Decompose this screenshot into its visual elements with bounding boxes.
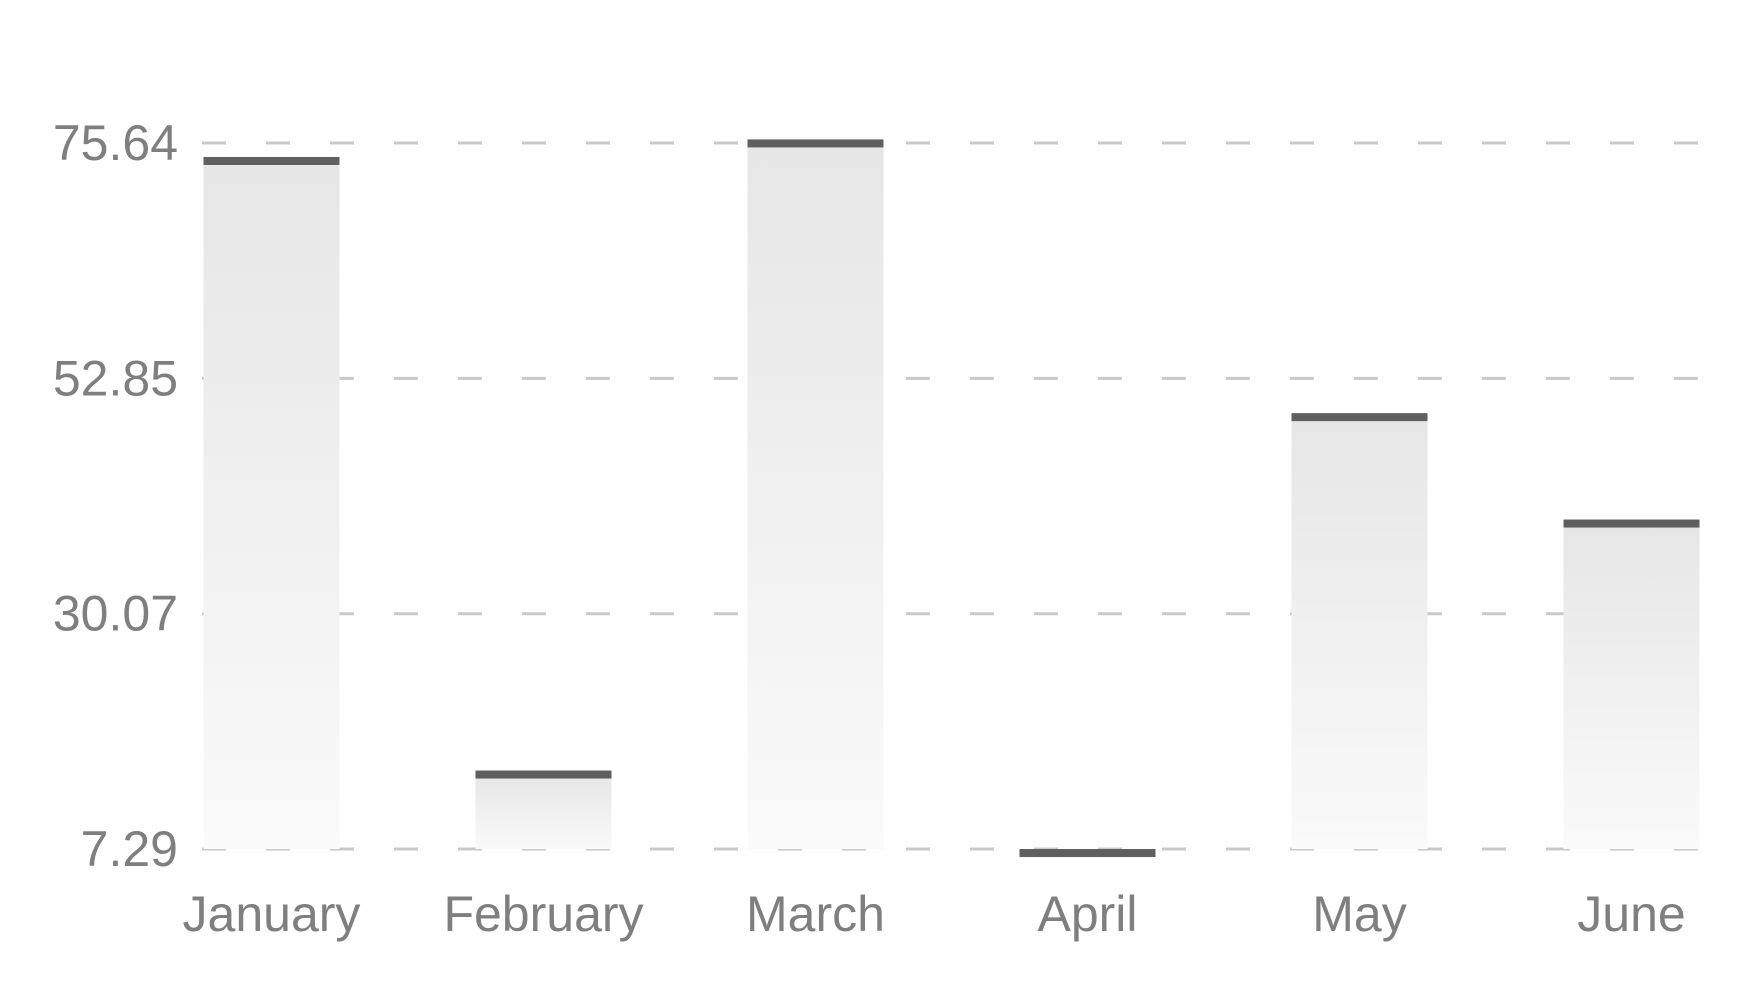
bar-cap xyxy=(475,770,612,779)
bars xyxy=(203,139,1700,858)
bar-cap xyxy=(1563,519,1700,528)
y-tick-label: 7.29 xyxy=(81,821,178,877)
bar xyxy=(203,160,340,850)
x-tick-label: January xyxy=(183,886,361,942)
bar-cap xyxy=(1291,413,1428,422)
y-tick-label: 30.07 xyxy=(53,586,178,642)
bar xyxy=(1291,417,1428,849)
x-tick-label: April xyxy=(1037,886,1137,942)
x-tick-label: May xyxy=(1312,886,1406,942)
y-tick-label: 75.64 xyxy=(53,115,178,171)
x-tick-label: March xyxy=(746,886,885,942)
bar xyxy=(747,143,884,850)
bar-cap xyxy=(1019,849,1156,858)
x-tick-label: June xyxy=(1577,886,1685,942)
x-axis-ticks: January February March April May June xyxy=(183,886,1686,942)
gridlines xyxy=(202,141,1700,851)
x-tick-label: February xyxy=(443,886,643,942)
bar-cap xyxy=(203,156,340,165)
y-tick-label: 52.85 xyxy=(53,350,178,406)
bar xyxy=(1563,523,1700,849)
y-axis-ticks: 7.29 30.07 52.85 75.64 xyxy=(53,115,178,877)
bar-cap xyxy=(747,139,884,148)
bar xyxy=(475,774,612,849)
